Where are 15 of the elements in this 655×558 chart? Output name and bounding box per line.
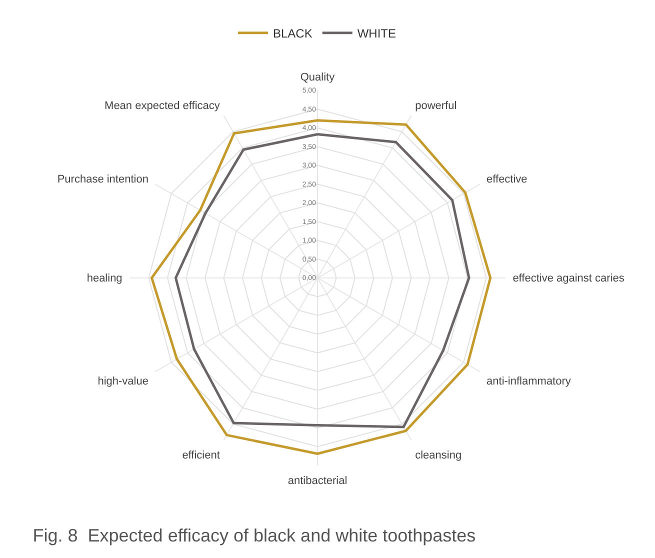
- spoke-label: antibacterial: [288, 475, 348, 488]
- spoke-label: powerful: [415, 100, 457, 112]
- spoke-label: healing: [86, 272, 122, 285]
- spoke-label: Quality: [300, 71, 336, 84]
- spoke-label: Purchase intention: [57, 174, 148, 186]
- text: Fig. 8 Expected efficacy of black and white toothpastes: [32, 525, 476, 546]
- spoke-label: effective against caries: [512, 272, 625, 285]
- spoke-label: Mean expected efficacy: [104, 100, 220, 112]
- spoke-label: cleansing: [415, 449, 462, 462]
- spoke-label: effective: [486, 174, 528, 186]
- spoke-label: efficient: [182, 449, 220, 462]
- spoke-label: high-value: [98, 375, 148, 388]
- spoke-label: anti-inflammatory: [486, 375, 572, 388]
- legend-label: WHITE: [357, 26, 396, 41]
- legend-label: BLACK: [273, 26, 312, 41]
